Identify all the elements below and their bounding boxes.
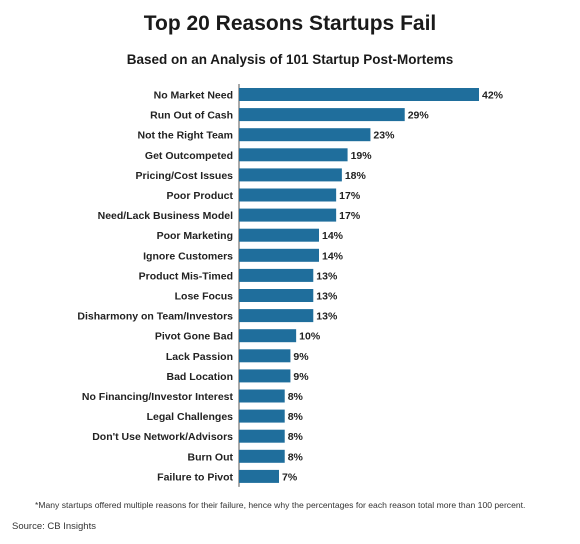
category-label: No Financing/Investor Interest: [82, 391, 234, 403]
category-label: Ignore Customers: [143, 250, 233, 262]
data-label: 13%: [316, 291, 338, 303]
category-label: Poor Product: [166, 190, 233, 202]
bar: [239, 289, 314, 302]
bar: [239, 108, 405, 122]
data-label: 13%: [316, 270, 338, 282]
bar: [239, 228, 319, 242]
data-label: 14%: [322, 250, 344, 262]
data-label: 9%: [293, 371, 309, 383]
bar: [239, 188, 337, 202]
data-label: 8%: [288, 411, 304, 423]
bar: [239, 369, 291, 383]
data-label: 42%: [482, 90, 504, 102]
bar: [239, 268, 314, 282]
category-label: No Market Need: [154, 90, 233, 102]
bar: [239, 349, 291, 363]
chart-title: Top 20 Reasons Startups Fail: [143, 12, 437, 35]
category-label: Poor Marketing: [157, 230, 233, 242]
data-label: 8%: [288, 451, 304, 463]
data-label: 29%: [408, 110, 430, 122]
category-label: Bad Location: [166, 371, 233, 383]
category-label: Get Outcompeted: [145, 150, 233, 162]
bar: [239, 449, 285, 463]
data-label: 23%: [373, 130, 395, 142]
category-label: Disharmony on Team/Investors: [77, 311, 233, 323]
chart-subtitle: Based on an Analysis of 101 Startup Post…: [126, 52, 454, 67]
data-label: 19%: [351, 150, 373, 162]
data-label: 8%: [288, 391, 304, 403]
category-label: Need/Lack Business Model: [98, 210, 233, 222]
bar: [239, 88, 479, 101]
category-label: Pivot Gone Bad: [155, 331, 233, 343]
data-label: 13%: [316, 311, 338, 323]
bar: [239, 248, 319, 262]
bar: [239, 409, 285, 423]
bar: [239, 389, 285, 403]
category-label: Don't Use Network/Advisors: [92, 431, 233, 443]
data-label: 8%: [288, 431, 304, 443]
data-label: 18%: [345, 170, 367, 182]
category-label: Burn Out: [188, 451, 234, 463]
data-label: 17%: [339, 210, 361, 222]
bar: [239, 148, 348, 162]
bar: [239, 168, 342, 182]
bar: [239, 469, 279, 483]
bar: [239, 329, 297, 343]
data-label: 14%: [322, 230, 344, 242]
category-label: Pricing/Cost Issues: [136, 170, 234, 182]
data-label: 10%: [299, 331, 321, 343]
footnote: *Many startups offered multiple reasons …: [35, 500, 526, 510]
source-note: Source: CB Insights: [12, 521, 96, 532]
category-label: Run Out of Cash: [150, 110, 233, 122]
category-label: Legal Challenges: [147, 411, 234, 423]
category-label: Failure to Pivot: [157, 471, 233, 483]
category-label: Lack Passion: [166, 351, 233, 363]
bar: [239, 429, 285, 443]
category-label: Lose Focus: [175, 291, 234, 303]
category-label: Not the Right Team: [138, 130, 233, 142]
category-label: Product Mis-Timed: [139, 270, 233, 282]
bar: [239, 208, 337, 222]
data-label: 17%: [339, 190, 361, 202]
data-label: 7%: [282, 471, 298, 483]
data-label: 9%: [293, 351, 309, 363]
bar: [239, 309, 314, 323]
bar: [239, 128, 371, 142]
